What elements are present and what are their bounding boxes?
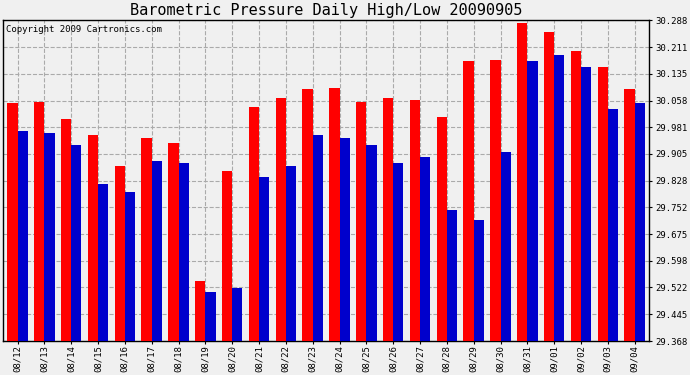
Bar: [168, 144, 179, 341]
Bar: [34, 102, 44, 341]
Bar: [571, 51, 581, 341]
Bar: [339, 138, 350, 341]
Bar: [608, 109, 618, 341]
Bar: [383, 98, 393, 341]
Bar: [473, 220, 484, 341]
Bar: [115, 166, 125, 341]
Bar: [141, 138, 152, 341]
Bar: [222, 171, 233, 341]
Bar: [98, 183, 108, 341]
Bar: [71, 145, 81, 341]
Bar: [517, 23, 527, 341]
Title: Barometric Pressure Daily High/Low 20090905: Barometric Pressure Daily High/Low 20090…: [130, 3, 522, 18]
Bar: [393, 163, 404, 341]
Bar: [366, 145, 377, 341]
Bar: [195, 281, 206, 341]
Bar: [598, 67, 608, 341]
Bar: [275, 98, 286, 341]
Bar: [410, 100, 420, 341]
Bar: [152, 161, 162, 341]
Bar: [635, 104, 645, 341]
Bar: [624, 89, 635, 341]
Bar: [581, 67, 591, 341]
Bar: [259, 177, 269, 341]
Bar: [491, 60, 500, 341]
Bar: [61, 119, 71, 341]
Bar: [437, 117, 447, 341]
Bar: [286, 166, 296, 341]
Bar: [420, 158, 430, 341]
Bar: [44, 133, 55, 341]
Bar: [8, 104, 17, 341]
Bar: [88, 135, 98, 341]
Bar: [527, 62, 538, 341]
Bar: [206, 292, 215, 341]
Bar: [249, 107, 259, 341]
Bar: [500, 152, 511, 341]
Bar: [302, 89, 313, 341]
Bar: [233, 288, 242, 341]
Bar: [544, 32, 554, 341]
Bar: [464, 62, 473, 341]
Bar: [17, 131, 28, 341]
Text: Copyright 2009 Cartronics.com: Copyright 2009 Cartronics.com: [6, 25, 162, 34]
Bar: [554, 54, 564, 341]
Bar: [179, 163, 189, 341]
Bar: [447, 210, 457, 341]
Bar: [313, 135, 323, 341]
Bar: [125, 192, 135, 341]
Bar: [329, 88, 339, 341]
Bar: [356, 102, 366, 341]
